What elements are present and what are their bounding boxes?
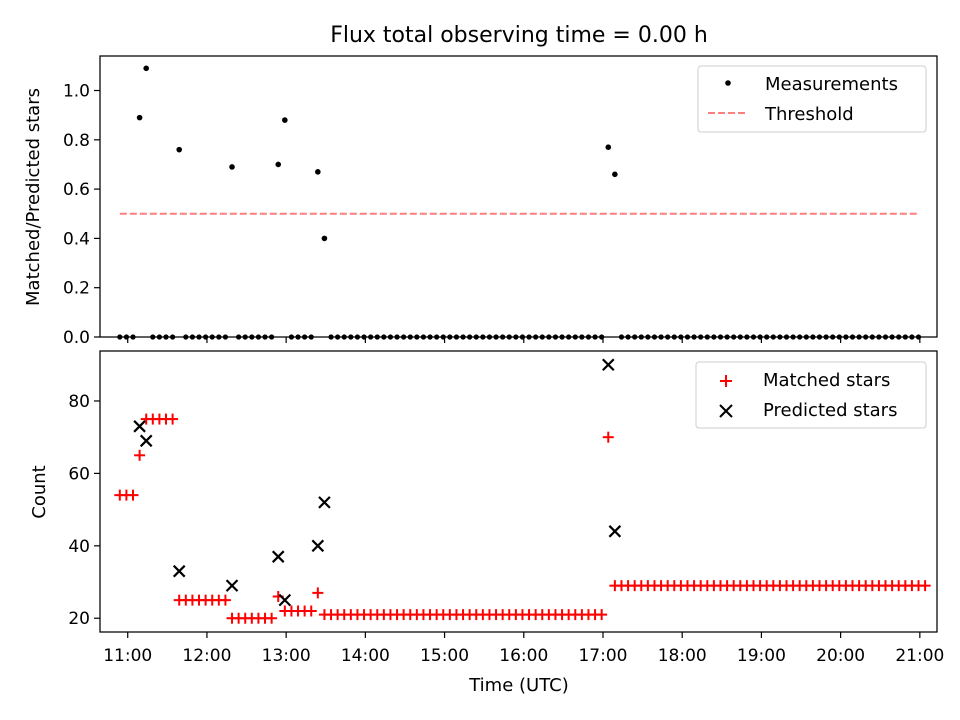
- predicted-stars-marker: [278, 593, 292, 607]
- x-tick-label: 14:00: [341, 646, 390, 666]
- matched-stars-marker: [919, 580, 931, 592]
- predicted-stars-marker-b: [271, 550, 285, 563]
- predicted-stars-marker: [225, 579, 239, 592]
- x-tick-label: 13:00: [262, 646, 311, 666]
- x-tick-label: 18:00: [658, 646, 707, 666]
- predicted-stars-marker: [608, 525, 622, 538]
- top-legend: Measurements Threshold: [697, 65, 927, 133]
- predicted-stars-marker-b: [608, 525, 622, 538]
- x-tick-label: 11:00: [103, 646, 152, 666]
- top-plot-border: [99, 55, 938, 338]
- predicted-stars-marker-b: [278, 593, 292, 607]
- y-tick-label: 0.4: [63, 229, 90, 249]
- measurement-point: [176, 146, 183, 153]
- measurement-point: [143, 65, 150, 72]
- top-panel: 0.0 0.2 0.4 0.6 0.8 1.0 Matched/Predicted sta…: [23, 55, 938, 348]
- measurement-point: [315, 169, 321, 175]
- bottom-data-marks: [114, 358, 931, 624]
- matched-stars-marker: [305, 605, 317, 617]
- predicted-stars-marker: [133, 420, 146, 433]
- predicted-stars-marker: [271, 550, 285, 563]
- matched-stars-marker: [134, 449, 146, 461]
- measurement-point: [605, 144, 612, 151]
- matched-stars-marker: [127, 489, 139, 501]
- measurement-point: [136, 114, 143, 121]
- y-tick-label: 0.6: [63, 180, 90, 200]
- predicted-stars-marker: [311, 539, 325, 553]
- x-tick-label: 20:00: [816, 646, 865, 666]
- bottom-axes: 20 40 60 80 11:00 12:00 13:00 14:00 15:00 16:00 17…: [68, 392, 944, 666]
- top-axes: 0.0 0.2 0.4 0.6 0.8 1.0: [63, 82, 921, 348]
- predicted-stars-marker-b: [139, 434, 153, 448]
- bottom-plot-border: [99, 350, 938, 633]
- y-tick-label: 60: [68, 464, 90, 484]
- x-tick-label: 21:00: [895, 646, 944, 666]
- measurement-point: [275, 161, 282, 168]
- y-tick-label: 20: [68, 609, 90, 629]
- x-tick-label: 12:00: [182, 646, 231, 666]
- predicted-stars-marker: [318, 496, 331, 509]
- bottom-legend-box: [695, 361, 927, 429]
- legend-measurements-marker: [725, 80, 731, 86]
- measurement-point: [282, 117, 288, 123]
- x-tick-label: 15:00: [420, 646, 469, 666]
- legend-predicted-marker: [719, 404, 733, 418]
- top-y-axis-label: Matched/Predicted stars: [23, 88, 44, 306]
- measurement-point: [612, 171, 618, 178]
- legend-predicted-label: Predicted stars: [763, 400, 897, 421]
- predicted-stars-marker-b: [172, 564, 186, 578]
- predicted-stars-marker: [172, 564, 186, 578]
- predicted-stars-marker-b: [311, 539, 325, 553]
- matched-stars-marker: [602, 431, 614, 443]
- y-tick-label: 0.0: [63, 328, 90, 348]
- x-tick-label: 16:00: [499, 646, 548, 666]
- predicted-stars-marker-b: [225, 579, 239, 592]
- bottom-panel: 20 40 60 80 11:00 12:00 13:00 14:00 15:00 16:00 17…: [29, 350, 944, 696]
- y-tick-label: 40: [68, 537, 90, 557]
- top-legend-box: [697, 65, 927, 133]
- bottom-legend: Matched stars Predicted stars: [695, 361, 927, 429]
- bottom-x-axis-label: Time (UTC): [468, 675, 569, 696]
- figure-title: Flux total observing time = 0.00 h: [330, 23, 708, 48]
- predicted-stars-marker-b: [318, 496, 331, 509]
- measurement-point: [229, 164, 235, 170]
- y-tick-label: 80: [68, 392, 90, 412]
- y-tick-label: 0.8: [63, 131, 90, 151]
- predicted-stars-marker-b: [601, 358, 615, 372]
- matched-stars-marker: [167, 413, 179, 425]
- measurement-point: [321, 235, 328, 242]
- legend-measurements-label: Measurements: [765, 74, 898, 95]
- matched-stars-marker: [219, 594, 231, 606]
- matched-stars-marker: [596, 609, 608, 621]
- x-tick-label: 17:00: [578, 646, 627, 666]
- x-tick-label: 19:00: [737, 646, 786, 666]
- legend-matched-label: Matched stars: [763, 370, 890, 391]
- predicted-stars-marker-b: [133, 420, 146, 433]
- matched-stars-marker: [312, 587, 324, 599]
- y-tick-label: 0.2: [63, 279, 90, 299]
- legend-threshold-label: Threshold: [764, 104, 854, 125]
- y-tick-label: 1.0: [63, 82, 90, 102]
- legend-matched-marker: [720, 375, 732, 387]
- bottom-y-axis-label: Count: [29, 465, 50, 518]
- predicted-stars-marker: [139, 434, 153, 448]
- predicted-stars-marker: [601, 358, 615, 372]
- matched-stars-marker: [266, 612, 278, 624]
